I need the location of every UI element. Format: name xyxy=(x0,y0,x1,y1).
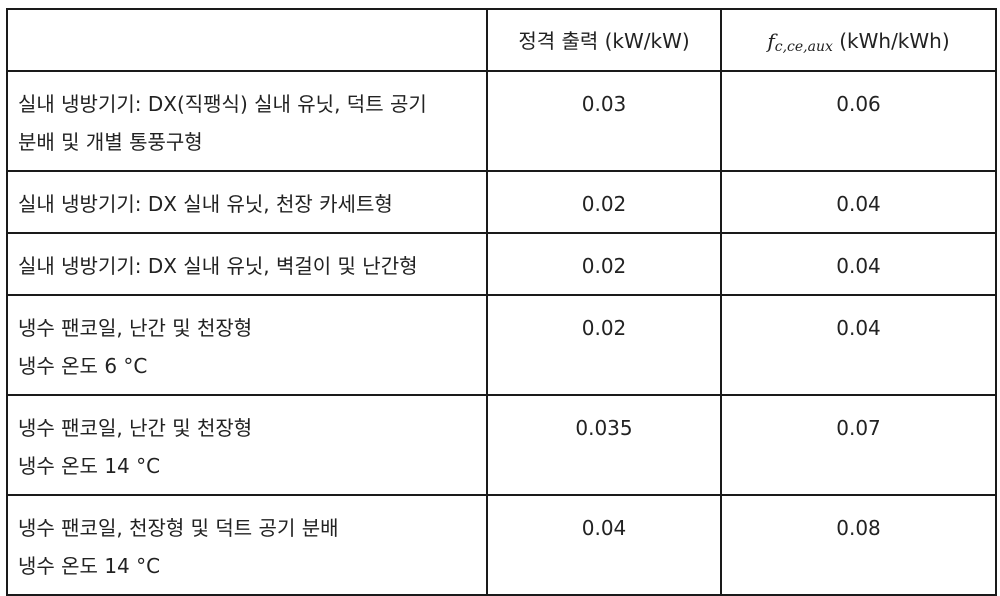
rated-output-cell: 0.02 xyxy=(486,294,722,396)
rated-output-cell: 0.035 xyxy=(486,394,722,496)
header-f-symbol: fc,ce,aux xyxy=(767,29,833,55)
f-aux-cell: 0.04 xyxy=(720,232,997,296)
header-f-aux: fc,ce,aux (kWh/kWh) xyxy=(720,8,997,72)
row-label-line1: 냉수 팬코일, 천장형 및 덕트 공기 분배 xyxy=(18,516,339,540)
row-label-line1: 냉수 팬코일, 난간 및 천장형 xyxy=(18,316,253,340)
row-label-line1: 실내 냉방기기: DX(직팽식) 실내 유닛, 덕트 공기 xyxy=(18,92,427,116)
rated-output-cell: 0.03 xyxy=(486,70,722,172)
f-aux-cell: 0.04 xyxy=(720,170,997,234)
data-table: 정격 출력 (kW/kW) fc,ce,aux (kWh/kWh) 실내 냉방기… xyxy=(6,8,997,596)
row-label-line1: 냉수 팬코일, 난간 및 천장형 xyxy=(18,416,253,440)
header-row: 정격 출력 (kW/kW) fc,ce,aux (kWh/kWh) xyxy=(6,8,997,72)
row-label: 냉수 팬코일, 난간 및 천장형 냉수 온도 14 °C xyxy=(6,394,488,496)
table-row: 냉수 팬코일, 천장형 및 덕트 공기 분배 냉수 온도 14 °C 0.04 … xyxy=(6,494,997,596)
row-label: 냉수 팬코일, 천장형 및 덕트 공기 분배 냉수 온도 14 °C xyxy=(6,494,488,596)
row-label-line2: 냉수 온도 14 °C xyxy=(18,454,161,478)
f-aux-cell: 0.07 xyxy=(720,394,997,496)
header-f-unit: (kWh/kWh) xyxy=(839,29,950,53)
rated-output-cell: 0.04 xyxy=(486,494,722,596)
table-row: 실내 냉방기기: DX 실내 유닛, 천장 카세트형 0.02 0.04 xyxy=(6,170,997,234)
row-label-line2: 냉수 온도 6 °C xyxy=(18,354,148,378)
header-rated-output: 정격 출력 (kW/kW) xyxy=(486,8,722,72)
f-aux-cell: 0.04 xyxy=(720,294,997,396)
row-label: 실내 냉방기기: DX 실내 유닛, 벽걸이 및 난간형 xyxy=(6,232,488,296)
f-aux-cell: 0.08 xyxy=(720,494,997,596)
table-row: 실내 냉방기기: DX(직팽식) 실내 유닛, 덕트 공기 분배 및 개별 통풍… xyxy=(6,70,997,172)
row-label-line2: 냉수 온도 14 °C xyxy=(18,554,161,578)
row-label: 실내 냉방기기: DX 실내 유닛, 천장 카세트형 xyxy=(6,170,488,234)
row-label-line2: 분배 및 개별 통풍구형 xyxy=(18,130,203,154)
rated-output-cell: 0.02 xyxy=(486,170,722,234)
row-label: 냉수 팬코일, 난간 및 천장형 냉수 온도 6 °C xyxy=(6,294,488,396)
table-row: 냉수 팬코일, 난간 및 천장형 냉수 온도 14 °C 0.035 0.07 xyxy=(6,394,997,496)
f-aux-cell: 0.06 xyxy=(720,70,997,172)
table-row: 실내 냉방기기: DX 실내 유닛, 벽걸이 및 난간형 0.02 0.04 xyxy=(6,232,997,296)
table-row: 냉수 팬코일, 난간 및 천장형 냉수 온도 6 °C 0.02 0.04 xyxy=(6,294,997,396)
row-label: 실내 냉방기기: DX(직팽식) 실내 유닛, 덕트 공기 분배 및 개별 통풍… xyxy=(6,70,488,172)
header-empty xyxy=(6,8,488,72)
row-label-line1: 실내 냉방기기: DX 실내 유닛, 벽걸이 및 난간형 xyxy=(18,254,418,278)
header-f-subscript: c,ce,aux xyxy=(774,39,833,55)
rated-output-cell: 0.02 xyxy=(486,232,722,296)
row-label-line1: 실내 냉방기기: DX 실내 유닛, 천장 카세트형 xyxy=(18,192,393,216)
